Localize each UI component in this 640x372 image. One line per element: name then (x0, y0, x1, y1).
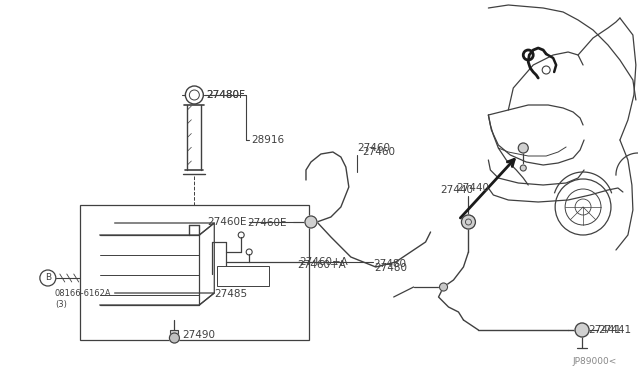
Bar (80, 205, 309, 340)
Text: 27460: 27460 (362, 147, 395, 157)
Circle shape (518, 143, 528, 153)
Circle shape (575, 323, 589, 337)
Text: 27460+A: 27460+A (297, 260, 346, 270)
Circle shape (461, 215, 476, 229)
Circle shape (305, 216, 317, 228)
Text: (3): (3) (55, 299, 67, 308)
Text: 27460E: 27460E (247, 218, 287, 228)
Text: 27460+A: 27460+A (299, 257, 348, 267)
Text: 27440: 27440 (456, 183, 490, 193)
Bar (217, 266, 269, 286)
Text: 27490: 27490 (182, 330, 216, 340)
Text: 27440: 27440 (440, 185, 473, 195)
Text: 27485: 27485 (214, 289, 248, 299)
Circle shape (440, 283, 447, 291)
Text: JP89000<: JP89000< (572, 357, 616, 366)
Text: 27480: 27480 (372, 259, 406, 269)
Text: 08166-6162A: 08166-6162A (55, 289, 111, 298)
Text: B: B (45, 273, 51, 282)
Text: 27460: 27460 (357, 143, 390, 153)
Text: 27480F: 27480F (206, 90, 245, 100)
Text: 27480F: 27480F (206, 90, 245, 100)
Text: 27480: 27480 (374, 263, 407, 273)
Bar (170, 330, 179, 335)
Circle shape (170, 333, 179, 343)
Text: 27460E: 27460E (207, 217, 247, 227)
Text: 27441: 27441 (598, 325, 631, 335)
Text: 27441: 27441 (588, 325, 621, 335)
Circle shape (520, 165, 526, 171)
Text: 28916: 28916 (251, 135, 284, 145)
Text: 28921M: 28921M (225, 273, 261, 282)
